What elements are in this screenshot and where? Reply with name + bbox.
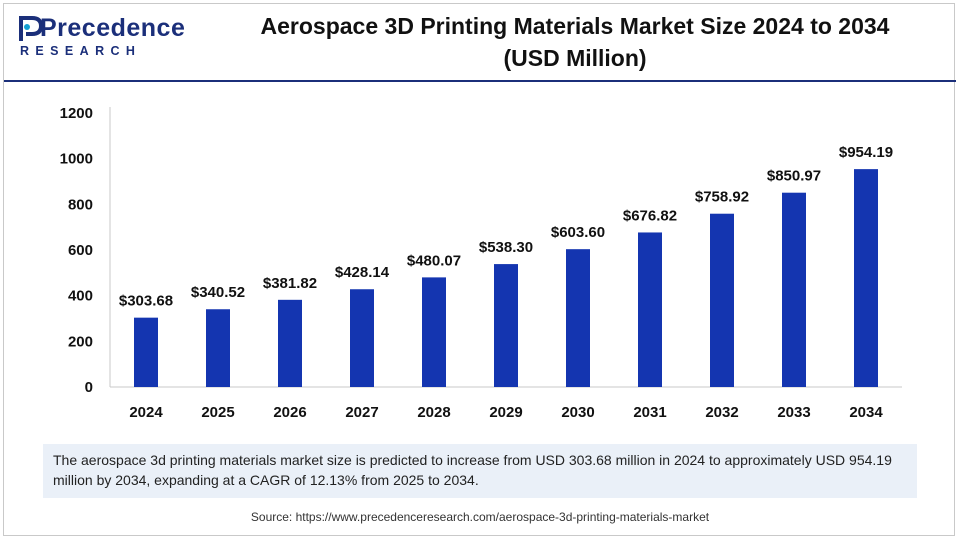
brand-name: Precedence bbox=[40, 14, 186, 42]
data-label: $758.92 bbox=[695, 189, 749, 206]
data-label: $428.14 bbox=[335, 264, 390, 281]
chart-caption: The aerospace 3d printing materials mark… bbox=[43, 444, 917, 498]
x-tick-label: 2030 bbox=[561, 404, 594, 421]
chart-title-line1: Aerospace 3D Printing Materials Market S… bbox=[260, 13, 890, 39]
data-label: $381.82 bbox=[263, 275, 317, 292]
y-tick-label: 600 bbox=[68, 242, 93, 259]
x-tick-label: 2032 bbox=[705, 404, 738, 421]
x-tick-label: 2029 bbox=[489, 404, 522, 421]
y-tick-label: 1000 bbox=[60, 151, 93, 168]
chart-title-line2: (USD Million) bbox=[503, 45, 647, 71]
x-tick-label: 2034 bbox=[849, 404, 883, 421]
bar bbox=[854, 169, 878, 387]
bar-chart: 0 200 400 600 800 1000 1200 $303.68 2024 $340.52 2… bbox=[60, 105, 902, 421]
bar bbox=[278, 299, 302, 387]
bar bbox=[350, 289, 374, 387]
bar bbox=[494, 264, 518, 387]
y-tick-label: 0 bbox=[85, 379, 93, 396]
chart-title: Aerospace 3D Printing Materials Market S… bbox=[200, 10, 950, 74]
y-tick-label: 400 bbox=[68, 288, 93, 305]
data-label: $538.30 bbox=[479, 239, 533, 256]
x-tick-label: 2027 bbox=[345, 404, 378, 421]
y-tick-label: 1200 bbox=[60, 105, 93, 122]
bar bbox=[206, 309, 230, 387]
bar bbox=[710, 213, 734, 387]
brand-logo: Precedence RESEARCH bbox=[18, 14, 185, 66]
bar bbox=[422, 277, 446, 387]
data-label: $603.60 bbox=[551, 224, 605, 241]
data-label: $850.97 bbox=[767, 168, 821, 185]
bar bbox=[566, 249, 590, 387]
data-label: $954.19 bbox=[839, 144, 893, 161]
x-tick-label: 2026 bbox=[273, 404, 306, 421]
bar bbox=[134, 317, 158, 387]
x-tick-label: 2033 bbox=[777, 404, 810, 421]
title-divider bbox=[4, 80, 956, 82]
logo-mark-icon bbox=[19, 16, 44, 41]
header: Precedence RESEARCH Aerospace 3D Printin… bbox=[0, 0, 960, 80]
brand-subtitle: RESEARCH bbox=[20, 44, 142, 58]
data-label: $676.82 bbox=[623, 207, 677, 224]
bar bbox=[782, 192, 806, 387]
y-tick-label: 800 bbox=[68, 196, 93, 213]
x-tick-label: 2031 bbox=[633, 404, 666, 421]
x-tick-label: 2025 bbox=[201, 404, 234, 421]
data-label: $340.52 bbox=[191, 284, 245, 301]
data-label: $480.07 bbox=[407, 252, 461, 269]
y-tick-label: 200 bbox=[68, 333, 93, 350]
x-tick-label: 2028 bbox=[417, 404, 450, 421]
chart-frame bbox=[3, 3, 955, 536]
x-tick-label: 2024 bbox=[129, 404, 163, 421]
data-label: $303.68 bbox=[119, 293, 173, 310]
bar bbox=[638, 232, 662, 387]
source-note: Source: https://www.precedenceresearch.c… bbox=[250, 510, 710, 524]
